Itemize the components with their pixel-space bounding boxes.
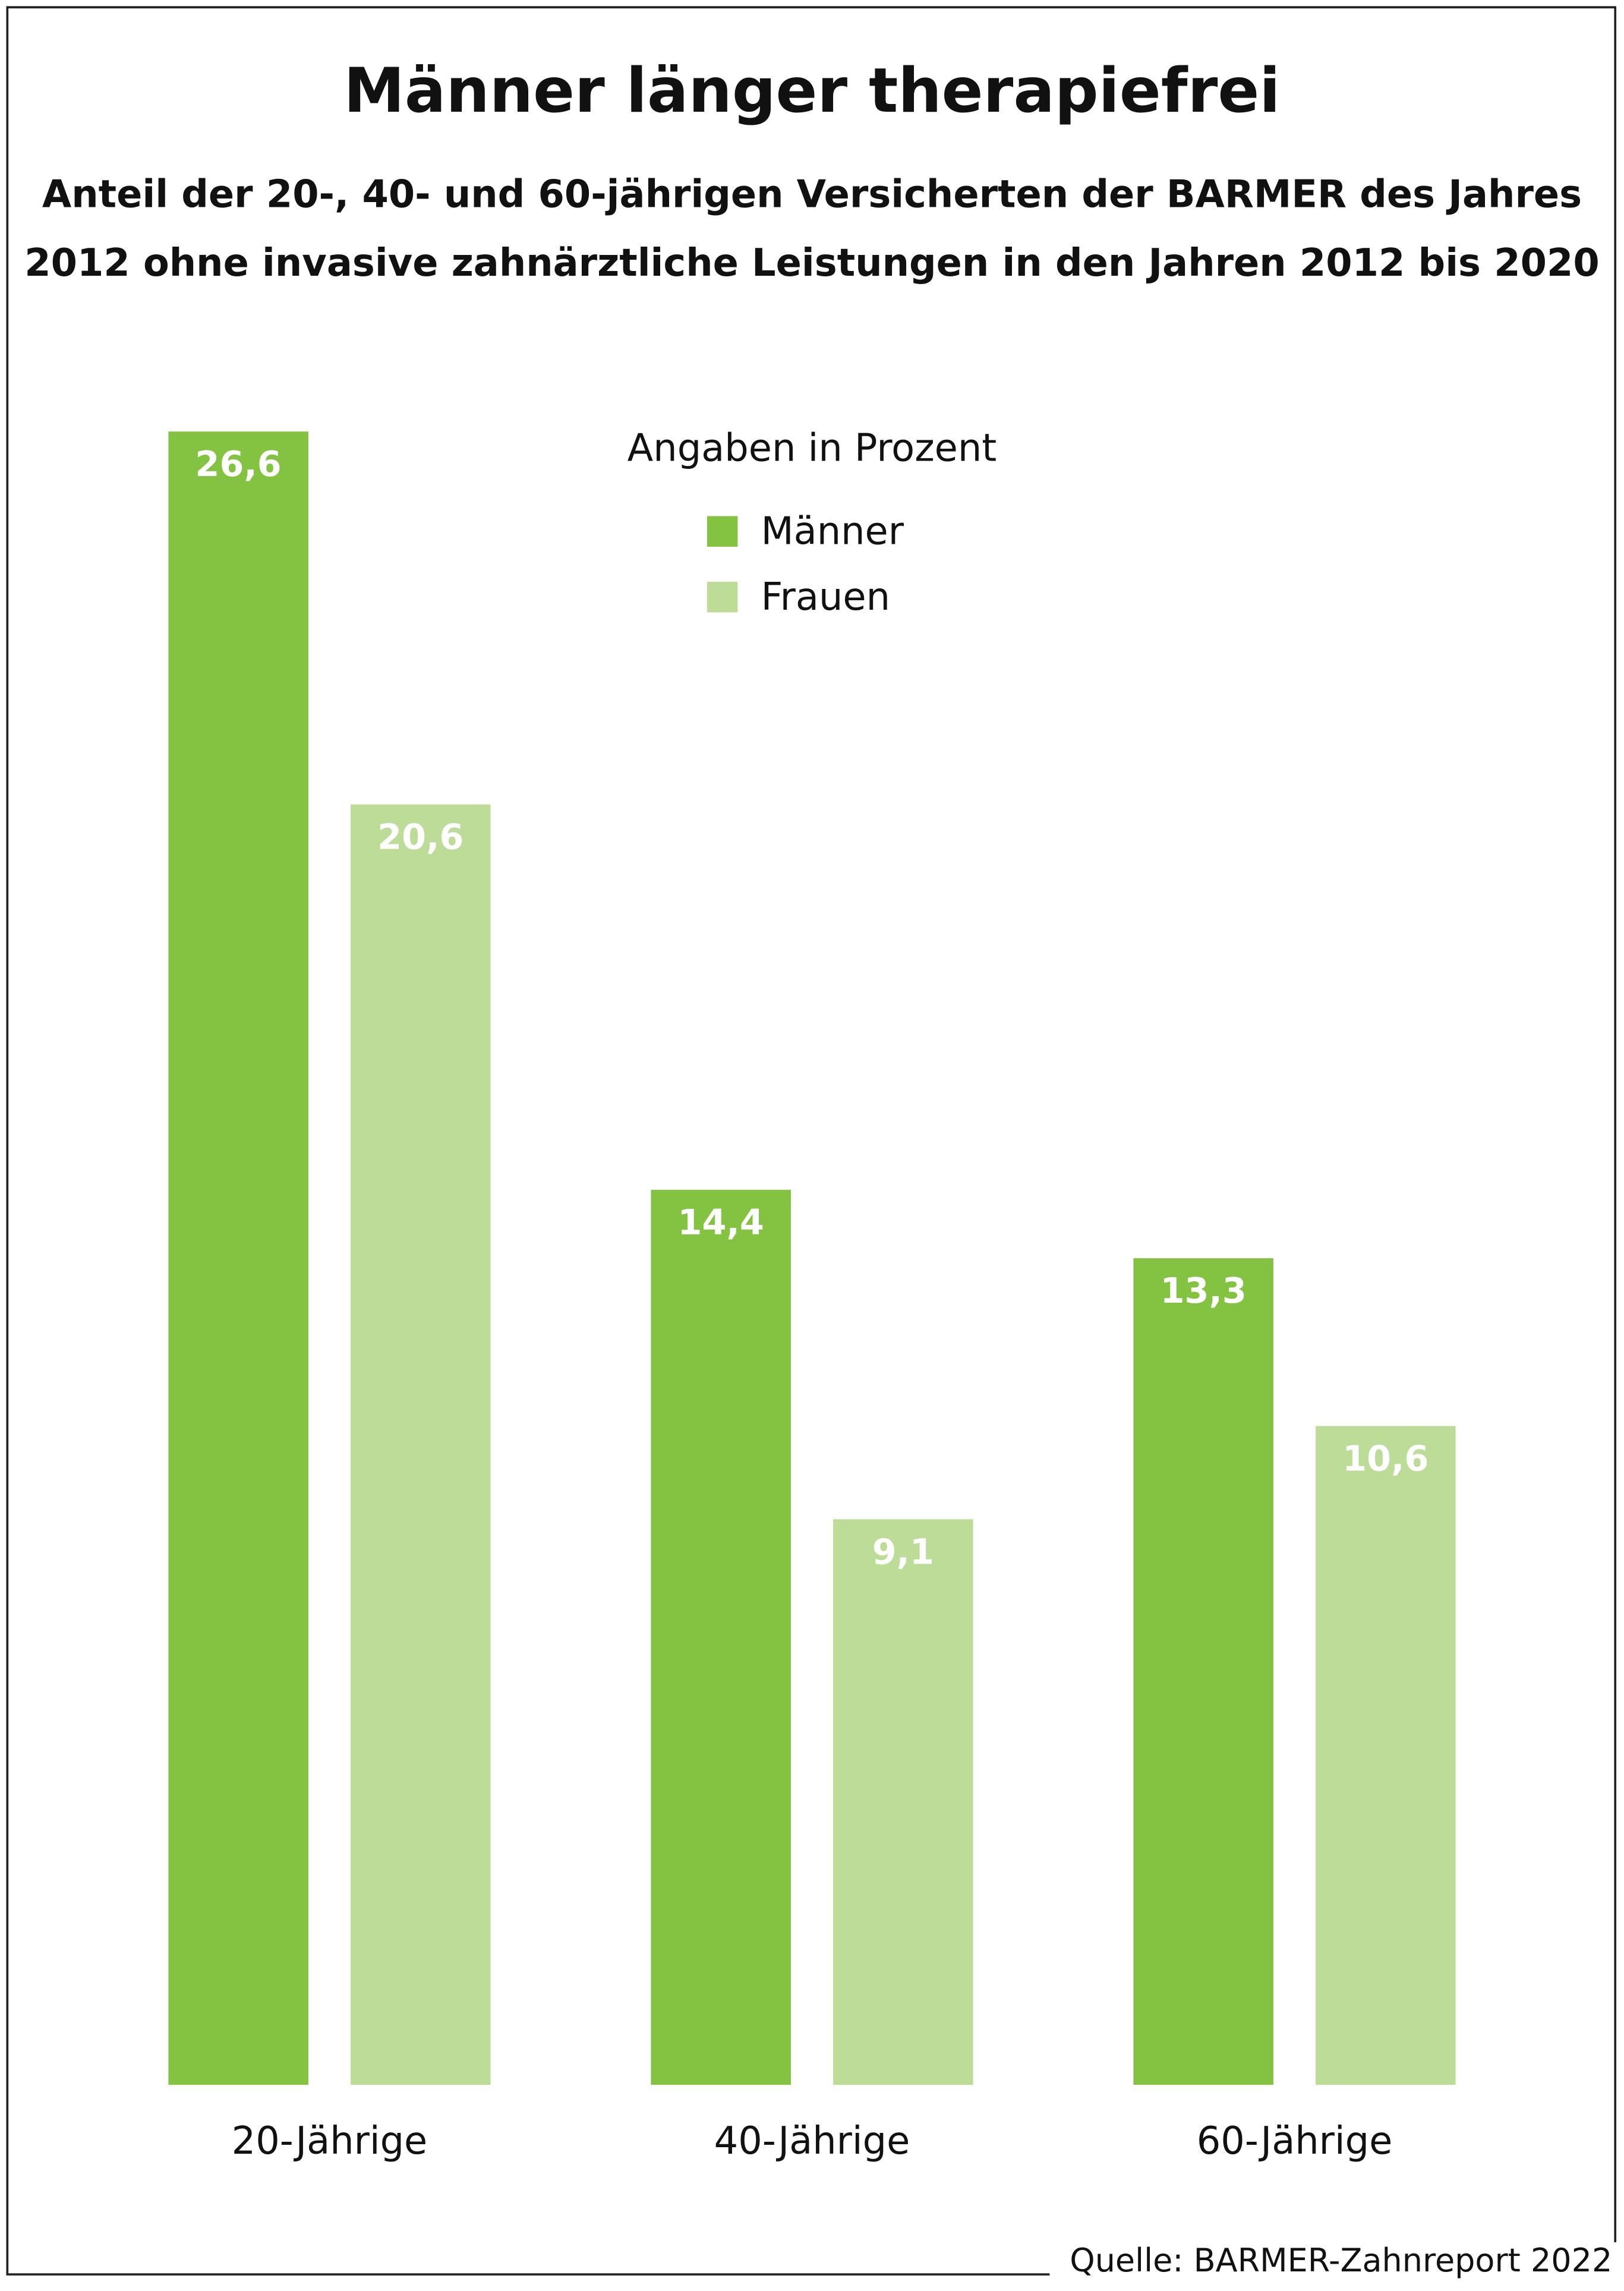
bar xyxy=(168,431,308,2085)
bar xyxy=(1316,1426,1456,2085)
value-label: 13,3 xyxy=(1161,1270,1247,1311)
value-label: 9,1 xyxy=(872,1531,934,1572)
value-label: 20,6 xyxy=(377,817,463,858)
value-label: 26,6 xyxy=(195,443,282,484)
legend-label: Frauen xyxy=(761,575,890,619)
unit-note: Angaben in Prozent xyxy=(627,427,997,471)
value-label: 14,4 xyxy=(678,1202,764,1243)
legend-label: Männer xyxy=(761,509,904,553)
value-label: 10,6 xyxy=(1342,1438,1429,1479)
bar xyxy=(1133,1258,1273,2085)
bar xyxy=(651,1190,791,2085)
source: Quelle: BARMER-Zahnreport 2022 xyxy=(1070,2242,1612,2279)
bar xyxy=(833,1519,973,2085)
chart-title: Männer länger therapiefrei xyxy=(343,55,1280,127)
x-tick-label: 40-Jährige xyxy=(714,2119,910,2163)
frame xyxy=(6,6,1617,2276)
chart-subtitle: 2012 ohne invasive zahnärztliche Leistun… xyxy=(24,241,1599,285)
x-tick-label: 20-Jährige xyxy=(232,2119,428,2163)
legend-swatch xyxy=(707,581,738,613)
x-tick-label: 60-Jährige xyxy=(1197,2119,1393,2163)
bar xyxy=(351,804,491,2085)
chart-subtitle: Anteil der 20-, 40- und 60-jährigen Vers… xyxy=(42,173,1582,217)
legend-swatch xyxy=(707,516,738,547)
